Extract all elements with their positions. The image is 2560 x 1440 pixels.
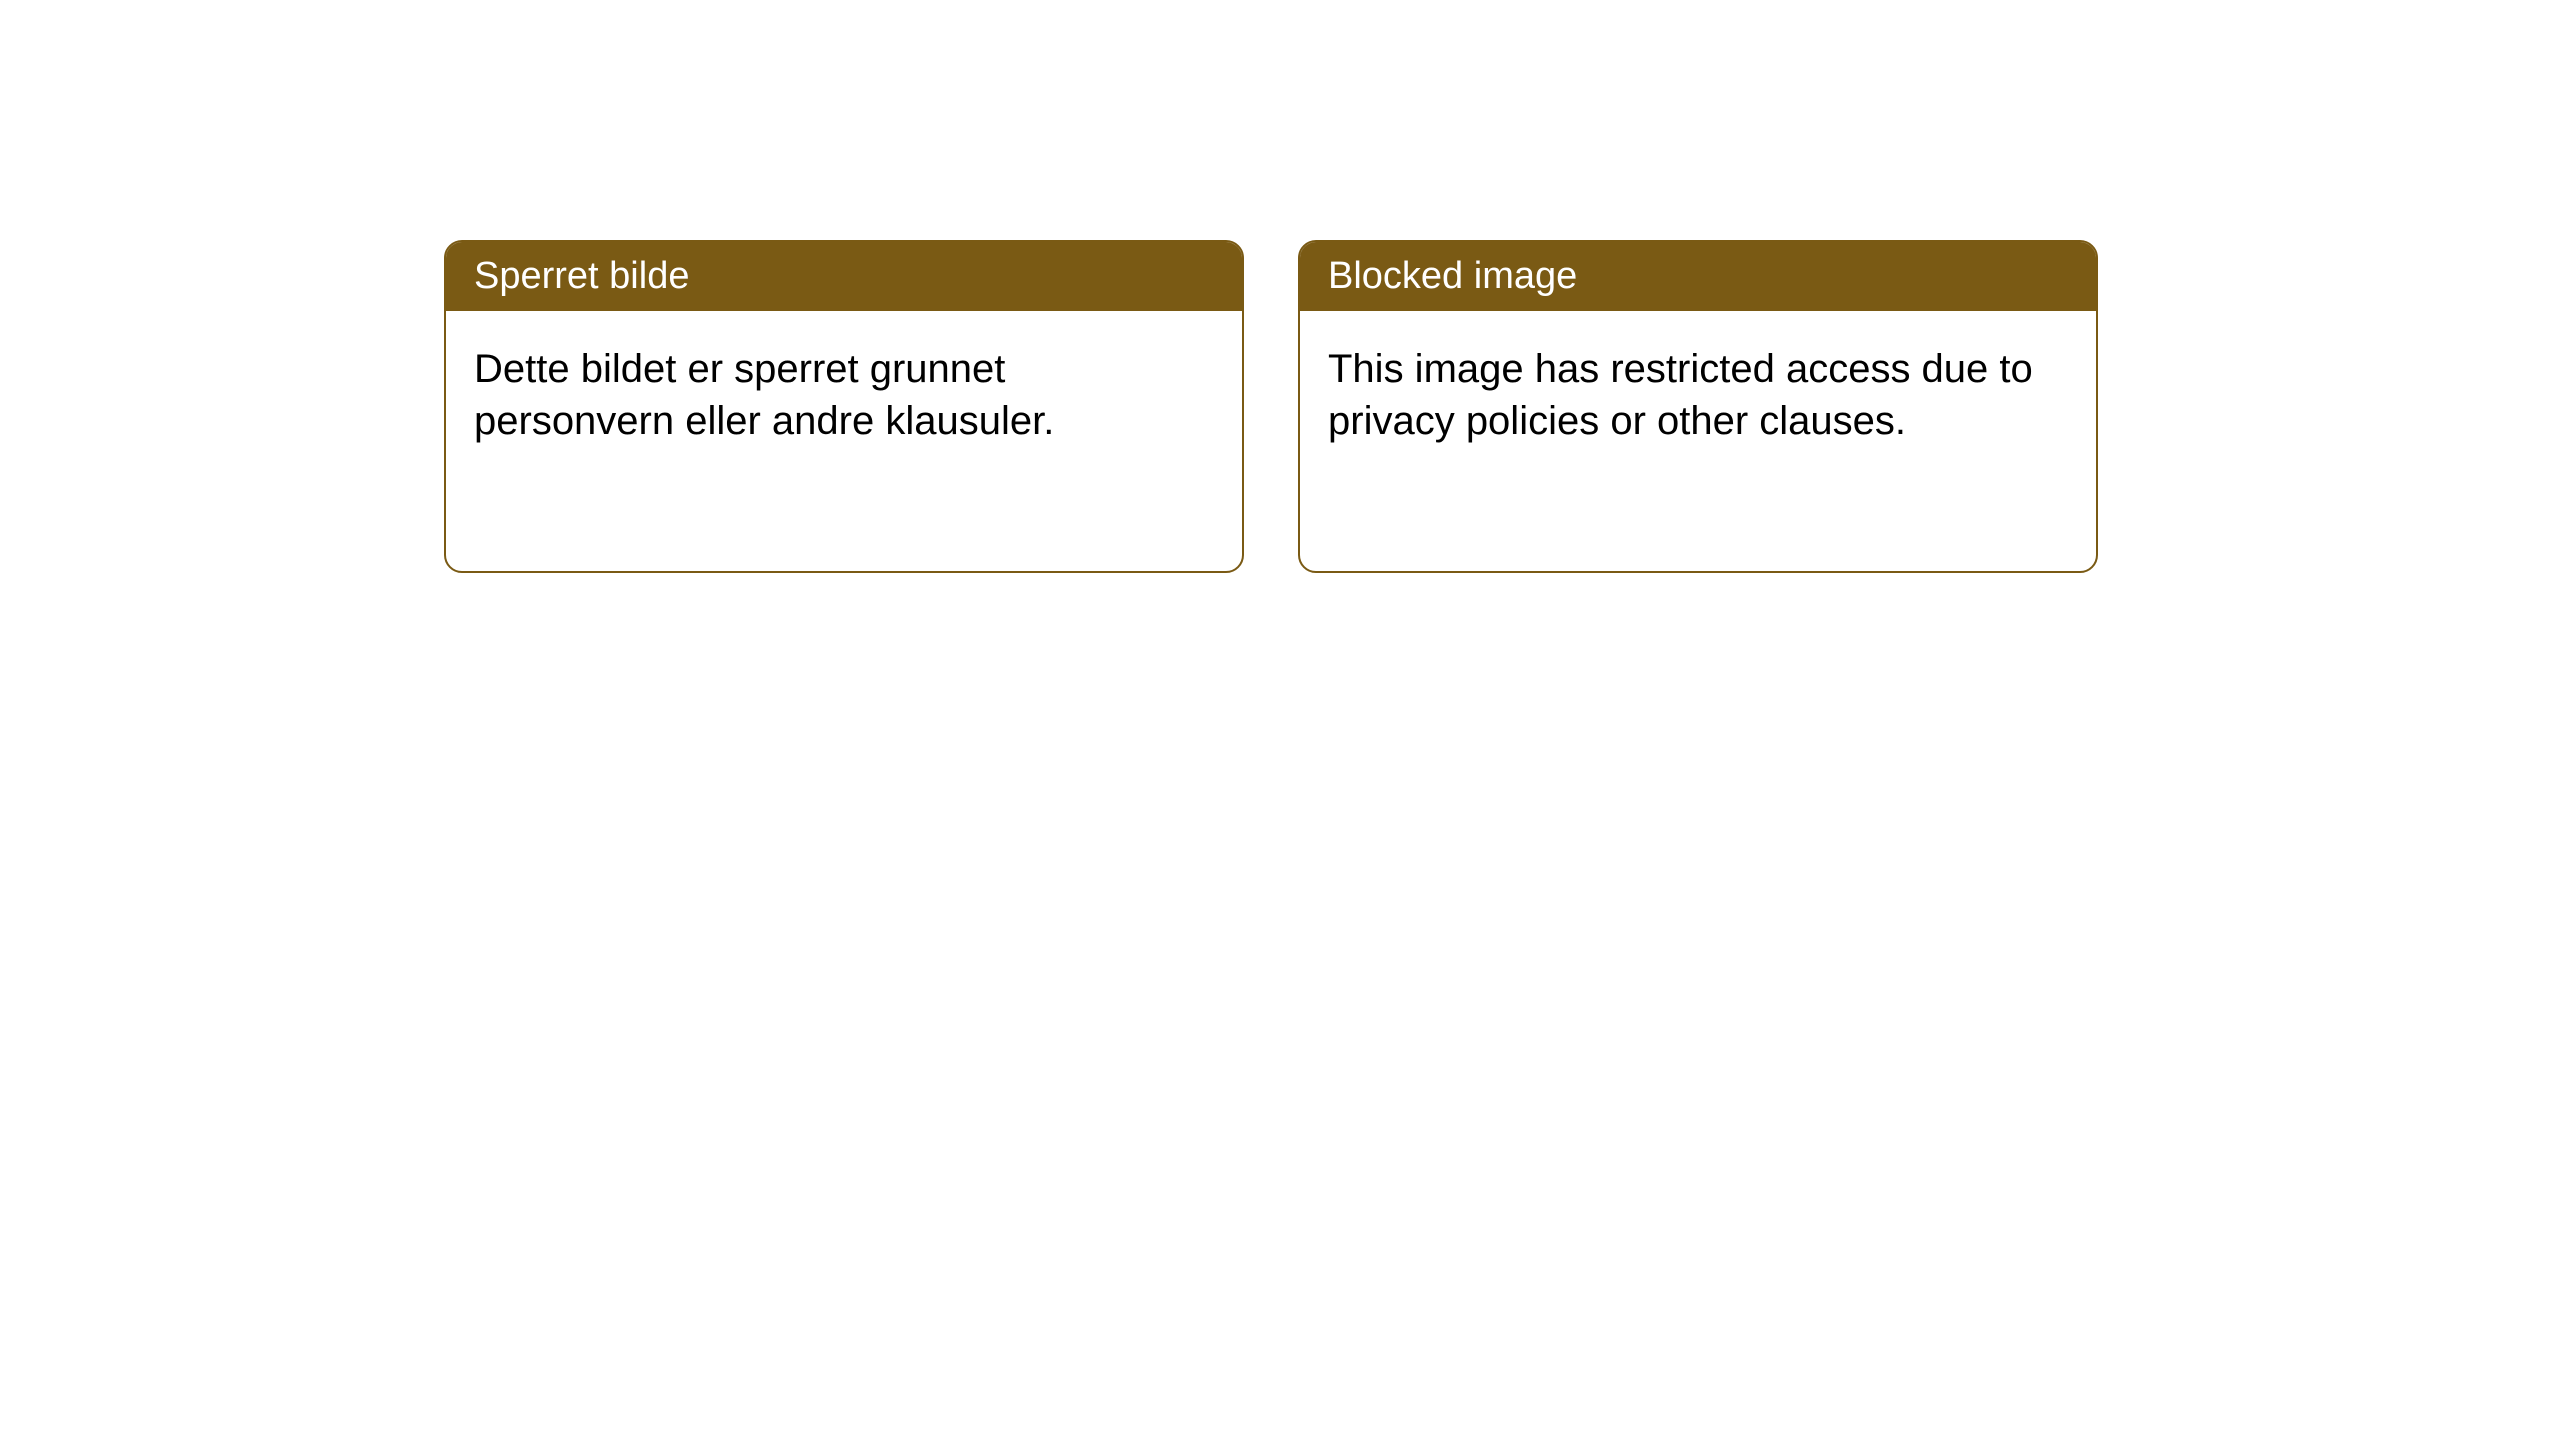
card-body-text: Dette bildet er sperret grunnet personve…: [474, 347, 1054, 443]
card-body: Dette bildet er sperret grunnet personve…: [446, 311, 1242, 479]
card-container: Sperret bilde Dette bildet er sperret gr…: [0, 0, 2560, 573]
card-header: Blocked image: [1300, 242, 2096, 311]
notice-card-english: Blocked image This image has restricted …: [1298, 240, 2098, 573]
card-header: Sperret bilde: [446, 242, 1242, 311]
card-title: Blocked image: [1328, 255, 1577, 297]
card-title: Sperret bilde: [474, 255, 689, 297]
card-body: This image has restricted access due to …: [1300, 311, 2096, 479]
card-body-text: This image has restricted access due to …: [1328, 347, 2033, 443]
notice-card-norwegian: Sperret bilde Dette bildet er sperret gr…: [444, 240, 1244, 573]
